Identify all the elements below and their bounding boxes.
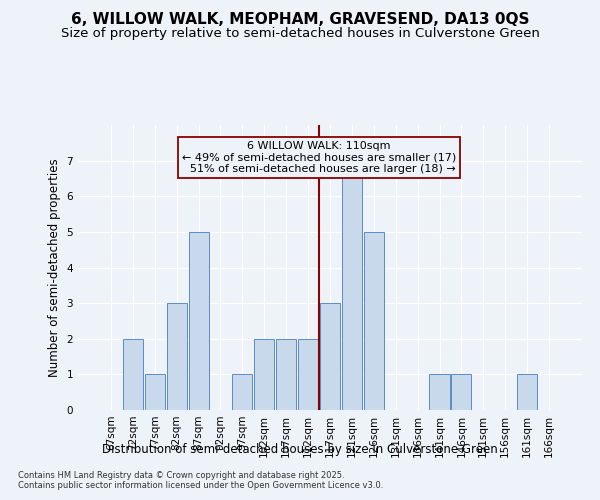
Bar <box>430 374 449 410</box>
Text: Distribution of semi-detached houses by size in Culverstone Green: Distribution of semi-detached houses by … <box>102 442 498 456</box>
Bar <box>254 339 274 410</box>
Bar <box>517 374 537 410</box>
Text: 6, WILLOW WALK, MEOPHAM, GRAVESEND, DA13 0QS: 6, WILLOW WALK, MEOPHAM, GRAVESEND, DA13… <box>71 12 529 28</box>
Bar <box>276 339 296 410</box>
Bar <box>320 303 340 410</box>
Text: Size of property relative to semi-detached houses in Culverstone Green: Size of property relative to semi-detach… <box>61 28 539 40</box>
Bar <box>167 303 187 410</box>
Bar <box>145 374 165 410</box>
Text: 6 WILLOW WALK: 110sqm  
← 49% of semi-detached houses are smaller (17)
  51% of : 6 WILLOW WALK: 110sqm ← 49% of semi-deta… <box>182 141 456 174</box>
Bar <box>342 160 362 410</box>
Y-axis label: Number of semi-detached properties: Number of semi-detached properties <box>48 158 61 377</box>
Text: Contains HM Land Registry data © Crown copyright and database right 2025.
Contai: Contains HM Land Registry data © Crown c… <box>18 470 383 490</box>
Bar <box>232 374 253 410</box>
Bar <box>451 374 472 410</box>
Bar <box>123 339 143 410</box>
Bar <box>188 232 209 410</box>
Bar <box>298 339 318 410</box>
Bar <box>364 232 384 410</box>
